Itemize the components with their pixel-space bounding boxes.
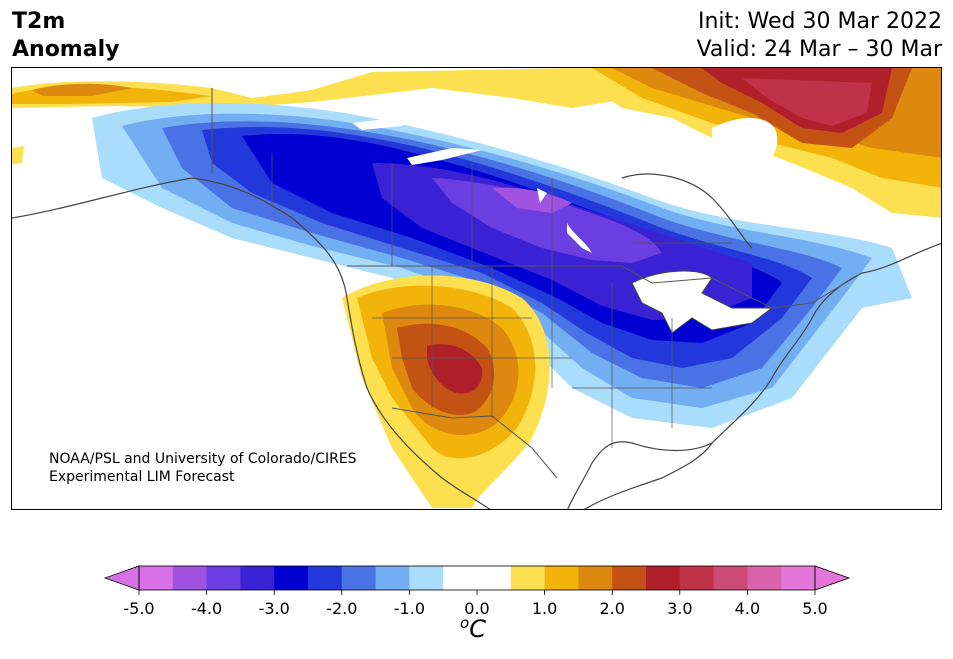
coastline-pacific bbox=[12, 177, 491, 509]
colorbar-segment bbox=[477, 566, 512, 590]
coastline-gulf bbox=[567, 441, 713, 509]
valid-dates: Valid: 24 Mar – 30 Mar bbox=[696, 37, 942, 62]
colorbar-segment bbox=[240, 566, 275, 590]
border-us-canada bbox=[347, 265, 863, 309]
colorbar-unit: oC bbox=[460, 614, 486, 643]
coastline-hudson bbox=[621, 173, 753, 249]
colorbar-extend-left bbox=[103, 565, 140, 591]
lake-athabasca bbox=[352, 116, 412, 130]
colorbar-segment bbox=[612, 566, 647, 590]
colorbar-segment bbox=[206, 566, 241, 590]
date-info: Init: Wed 30 Mar 2022 Valid: 24 Mar – 30… bbox=[697, 8, 942, 64]
colorbar-segment bbox=[341, 566, 377, 590]
title-line-2: Anomaly bbox=[12, 37, 120, 62]
greenland-hottest bbox=[742, 78, 872, 126]
colorbar-tick-label: 5.0 bbox=[802, 599, 827, 618]
colorbar-segment bbox=[781, 566, 816, 590]
colorbar-segment bbox=[544, 566, 579, 590]
colorbar-tick-label: -1.0 bbox=[394, 599, 425, 618]
colorbar-tick-label: 1.0 bbox=[532, 599, 557, 618]
lake-small bbox=[537, 188, 547, 203]
colorbar-tick-label: 0.0 bbox=[464, 599, 489, 618]
colorbar-segment bbox=[139, 566, 174, 590]
init-date: Init: Wed 30 Mar 2022 bbox=[697, 9, 942, 34]
lake-great-slave bbox=[407, 148, 482, 165]
colorbar-segment bbox=[443, 566, 478, 590]
cold-band-7 bbox=[432, 178, 662, 263]
colorbar-segment bbox=[274, 566, 309, 590]
colorbar-tick-label: 4.0 bbox=[735, 599, 760, 618]
arctic-warm-band-3 bbox=[32, 83, 132, 96]
colorbar-segment bbox=[713, 566, 748, 590]
colorbar-segments bbox=[139, 566, 816, 590]
credit-text: NOAA/PSL and University of Colorado/CIRE… bbox=[49, 450, 357, 486]
credit-line-1: NOAA/PSL and University of Colorado/CIRE… bbox=[49, 451, 357, 467]
southwest-warm-5 bbox=[427, 344, 483, 394]
coastline-atlantic bbox=[584, 243, 941, 509]
colorbar-segment bbox=[646, 566, 681, 590]
colorbar-tick-label: -2.0 bbox=[326, 599, 357, 618]
colorbar-segment bbox=[510, 566, 546, 590]
colorbar-segment bbox=[409, 566, 444, 590]
colorbar-segment bbox=[172, 566, 208, 590]
colorbar-segment bbox=[747, 566, 782, 590]
colorbar-ticks: -5.0 -4.0 -3.0 -2.0 -1.0 0.0 1.0 2.0 3.0 4.0 5.0 bbox=[123, 590, 828, 618]
unit-letter: C bbox=[469, 615, 486, 643]
credit-line-2: Experimental LIM Forecast bbox=[49, 469, 235, 485]
baffin-neutral bbox=[712, 118, 778, 177]
colorbar-tick-label: -5.0 bbox=[123, 599, 154, 618]
colorbar-segment bbox=[375, 566, 410, 590]
state-lines bbox=[271, 153, 732, 448]
colorbar-tick-label: -3.0 bbox=[259, 599, 290, 618]
colorbar-segment bbox=[679, 566, 715, 590]
colorbar-tick-label: 3.0 bbox=[667, 599, 692, 618]
anomaly-map bbox=[11, 67, 942, 510]
colorbar-tick-label: 2.0 bbox=[599, 599, 624, 618]
colorbar-tick-label: -4.0 bbox=[191, 599, 222, 618]
lake-winnipeg bbox=[567, 223, 592, 253]
colorbar-extend-right bbox=[814, 565, 851, 591]
unit-degree: o bbox=[460, 614, 470, 632]
title-line-1: T2m bbox=[12, 9, 66, 34]
map-title: T2m Anomaly bbox=[12, 8, 119, 64]
colorbar-segment bbox=[308, 566, 343, 590]
colorbar-segment bbox=[578, 566, 613, 590]
map-canvas bbox=[12, 68, 941, 509]
alaska-warm bbox=[12, 146, 24, 164]
